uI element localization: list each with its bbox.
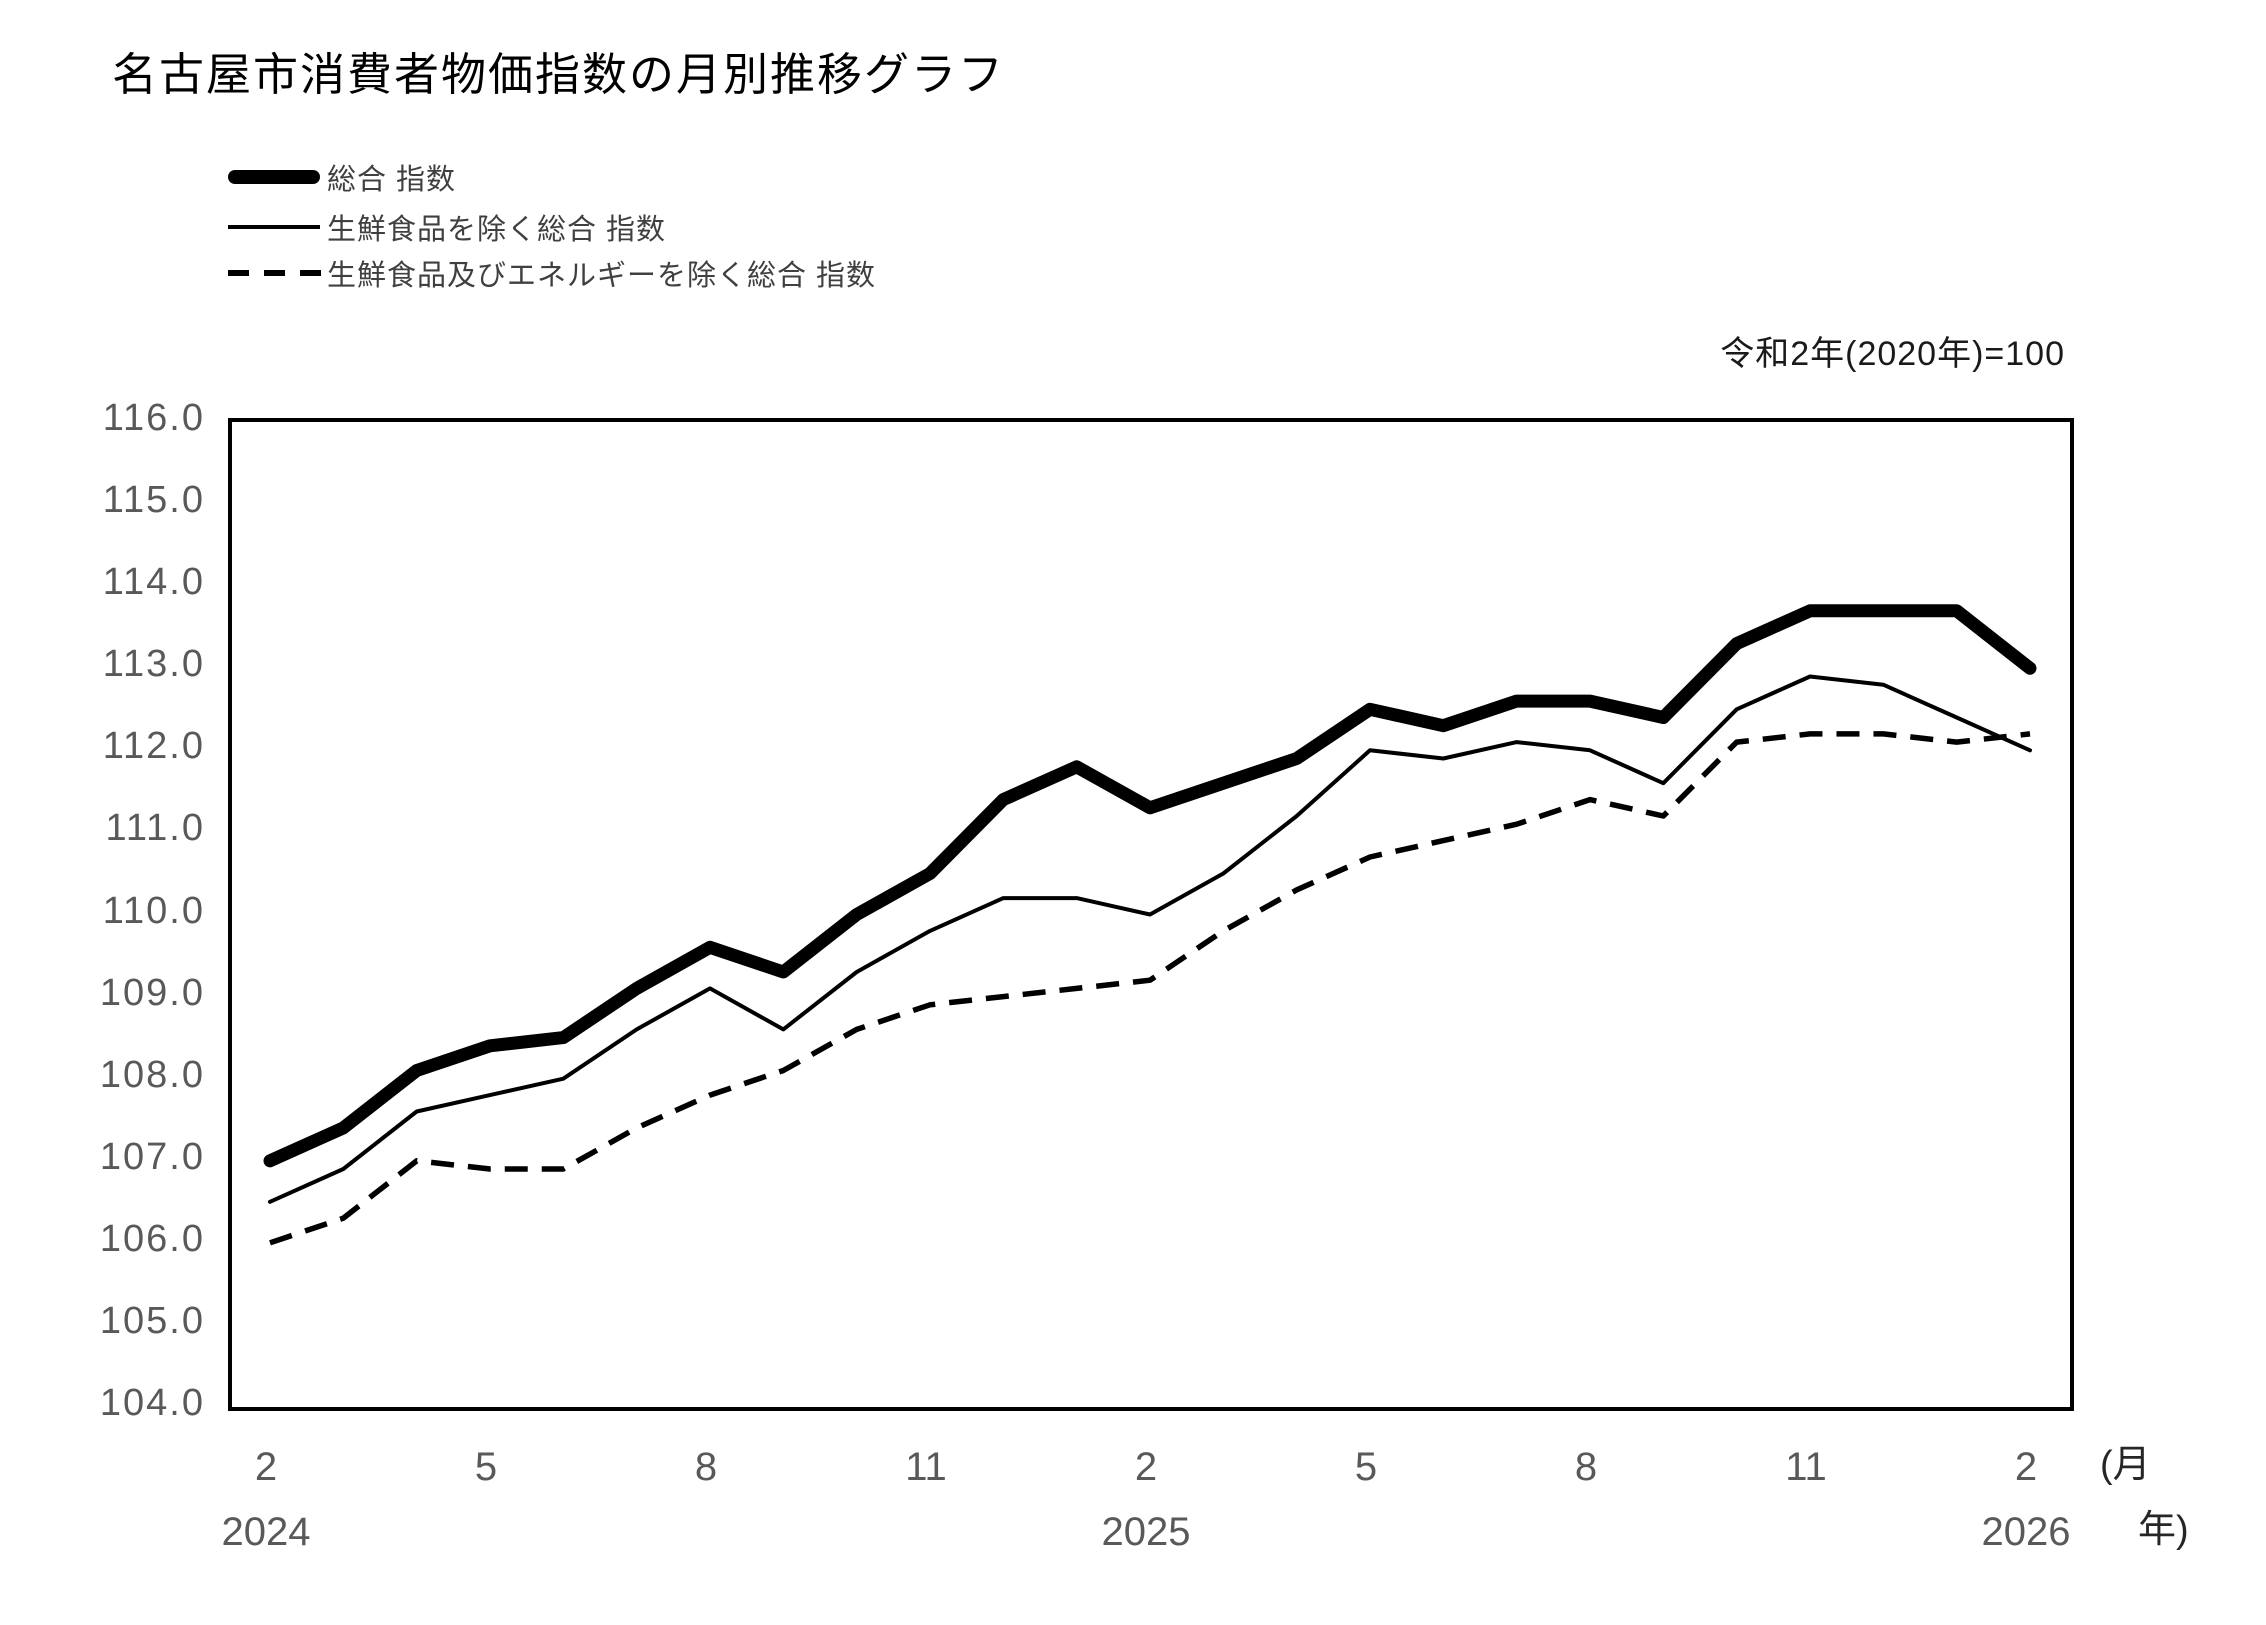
x-axis-tick-label: 11 bbox=[905, 1445, 947, 1489]
x-axis-tick-label: 8 bbox=[1574, 1445, 1598, 1489]
y-axis-tick-label: 106.0 bbox=[99, 1217, 205, 1260]
y-axis-tick-label: 110.0 bbox=[102, 889, 205, 932]
y-axis-tick-label: 105.0 bbox=[99, 1299, 205, 1342]
y-axis-tick-label: 107.0 bbox=[99, 1135, 205, 1178]
y-axis-tick-label: 113.0 bbox=[102, 643, 205, 686]
legend-item-ex-fresh-food-energy: 生鮮食品及びエネルギーを除く総合 指数 bbox=[228, 252, 876, 294]
y-axis-tick-label: 114.0 bbox=[102, 561, 205, 604]
page-title: 名古屋市消費者物価指数の月別推移グラフ bbox=[112, 49, 1006, 100]
y-axis-tick-label: 108.0 bbox=[99, 1053, 205, 1096]
x-axis-tick-label: 11 bbox=[1785, 1445, 1827, 1489]
x-axis-tick-label: 8 bbox=[694, 1445, 718, 1489]
y-axis-tick-label: 112.0 bbox=[102, 725, 205, 768]
y-axis-tick-label: 111.0 bbox=[105, 807, 205, 850]
legend-item-label: 生鮮食品を除く総合 指数 bbox=[327, 214, 667, 246]
x-axis-year-label: 2024 bbox=[221, 1510, 311, 1554]
y-axis-tick-label: 104.0 bbox=[99, 1382, 205, 1424]
plot-area bbox=[228, 418, 2074, 1411]
series-line-dashed bbox=[269, 731, 2031, 1246]
dashed-line-sample-icon bbox=[228, 270, 323, 276]
x-axis-year-label: 2026 bbox=[1981, 1510, 2071, 1554]
y-axis-tick-label: 109.0 bbox=[99, 971, 205, 1014]
x-axis-tick-label: 5 bbox=[474, 1445, 498, 1489]
x-axis-tick-label: 2 bbox=[1134, 1445, 1158, 1489]
thick-line-sample-icon bbox=[228, 170, 320, 184]
x-axis-tick-label: 5 bbox=[1354, 1445, 1378, 1489]
legend-item-ex-fresh-food: 生鮮食品を除く総合 指数 bbox=[228, 206, 666, 248]
y-axis-tick-label: 116.0 bbox=[102, 397, 205, 439]
index-base-note: 令和2年(2020年)=100 bbox=[1720, 335, 2065, 373]
x-axis-tick-label: 2 bbox=[2014, 1445, 2038, 1489]
thin-line-sample-icon bbox=[228, 225, 320, 229]
x-axis-year-label: 2025 bbox=[1101, 1510, 1191, 1554]
x-axis-tick-label: 2 bbox=[254, 1445, 278, 1489]
series-line-thin bbox=[268, 674, 2032, 1204]
series-line-thick bbox=[263, 604, 2037, 1168]
y-axis-tick-label: 115.0 bbox=[102, 479, 205, 522]
x-axis-unit-year: 年) bbox=[2138, 1509, 2189, 1551]
legend-item-label: 生鮮食品及びエネルギーを除く総合 指数 bbox=[327, 260, 877, 292]
x-axis-unit-month: (月 bbox=[2100, 1444, 2151, 1486]
chart-canvas bbox=[263, 604, 2037, 1246]
legend-item-all-items: 総合 指数 bbox=[228, 156, 456, 198]
legend-item-label: 総合 指数 bbox=[327, 164, 457, 196]
